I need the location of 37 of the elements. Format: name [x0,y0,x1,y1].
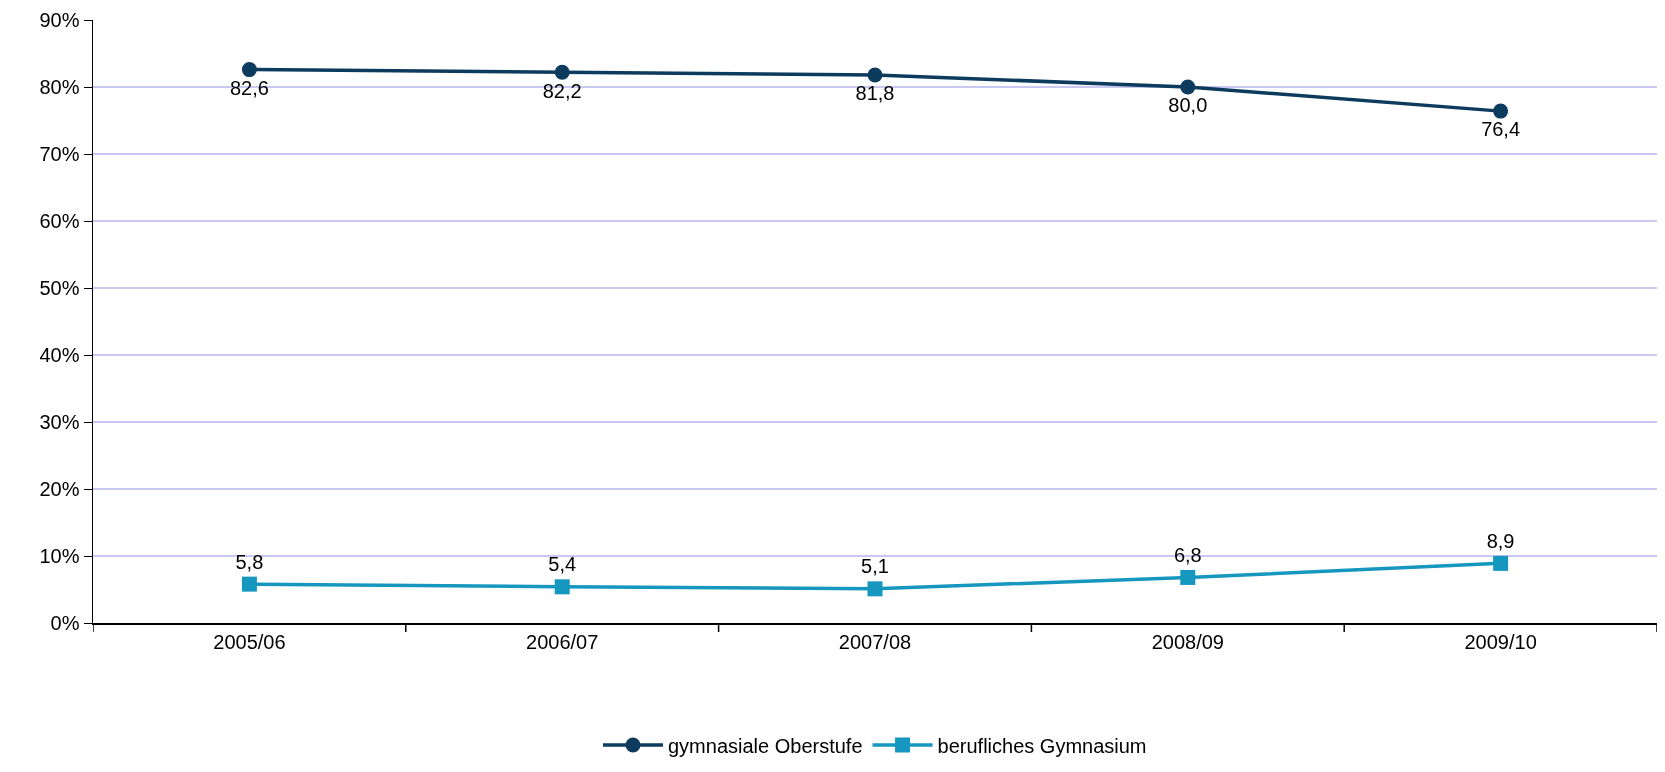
point [241,62,257,78]
y-tick-label: 30% [39,411,80,433]
y-tick-label: 90% [39,9,80,31]
data-label: 8,9 [1486,529,1515,552]
x-tick-label: 2008/09 [1151,630,1224,653]
data-label: 76,4 [1481,118,1521,141]
x-tick-label: 2009/10 [1464,630,1537,653]
x-tick-label: 2007/08 [838,630,912,653]
y-tick-label: 10% [39,545,80,567]
point [867,581,883,597]
y-tick-label: 70% [39,143,80,165]
data-label: 6,8 [1173,544,1202,567]
y-tick-label: 50% [39,277,80,299]
point [867,67,883,83]
y-tick-label: 20% [39,478,80,500]
y-tick-label: 0% [50,612,80,634]
data-label: 82,6 [229,76,269,99]
y-tick-label: 40% [39,344,80,366]
data-label: 5,8 [235,550,264,573]
point [1180,79,1196,95]
x-tick-label: 2006/07 [526,630,599,653]
legend-label: gymnasiale Oberstufe [668,734,863,757]
y-tick-label: 80% [39,76,80,98]
point [554,579,570,595]
data-label: 82,2 [542,79,582,102]
point [1493,555,1509,571]
data-label: 81,8 [855,82,895,105]
point [1180,569,1196,585]
point [241,576,257,592]
data-label: 5,4 [548,553,577,576]
x-tick-label: 2005/06 [213,630,286,653]
y-tick-label: 60% [39,210,80,232]
legend-label: berufliches Gymnasium [937,734,1147,757]
point [1493,103,1509,119]
data-label: 80,0 [1168,94,1208,117]
point [554,64,570,80]
data-label: 5,1 [861,555,889,578]
